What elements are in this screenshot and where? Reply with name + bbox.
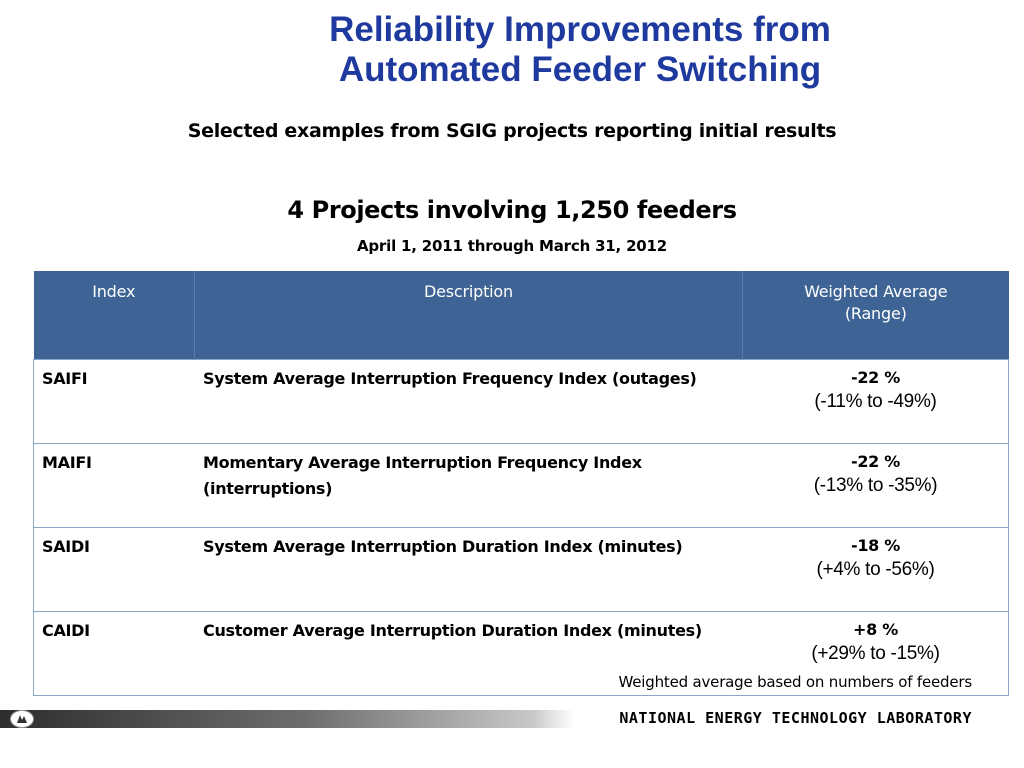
slide-title-line-1: Reliability Improvements from xyxy=(329,10,831,49)
table-header-row: Index Description Weighted Average (Rang… xyxy=(33,271,1009,360)
row-average-value: -22 % xyxy=(850,368,900,387)
slide-title: Reliability Improvements from Automated … xyxy=(200,10,960,90)
table-row: CAIDI Customer Average Interruption Dura… xyxy=(33,611,1009,696)
row-index: SAIDI xyxy=(33,527,195,612)
header-weighted-average-label: Weighted Average xyxy=(804,282,948,301)
row-description: Customer Average Interruption Duration I… xyxy=(194,611,743,696)
footer-bar xyxy=(0,710,1024,728)
table-row: SAIDI System Average Interruption Durati… xyxy=(33,527,1009,612)
row-weighted-average: -22 % (-11% to -49%) xyxy=(742,359,1009,444)
header-description: Description xyxy=(194,271,743,360)
row-range-value: (-11% to -49%) xyxy=(814,391,937,412)
row-average-value: +8 % xyxy=(853,620,898,639)
row-average-value: -22 % xyxy=(850,452,900,471)
row-weighted-average: -18 % (+4% to -56%) xyxy=(742,527,1009,612)
row-description: Momentary Average Interruption Frequency… xyxy=(194,443,743,528)
row-range-value: (+4% to -56%) xyxy=(816,559,935,580)
date-range: April 1, 2011 through March 31, 2012 xyxy=(356,237,668,255)
header-weighted-average: Weighted Average (Range) xyxy=(742,271,1009,360)
row-description: System Average Interruption Frequency In… xyxy=(194,359,743,444)
header-range-label: (Range) xyxy=(844,304,907,323)
row-weighted-average: -22 % (-13% to -35%) xyxy=(742,443,1009,528)
row-range-value: (-13% to -35%) xyxy=(813,475,938,496)
table-row: SAIFI System Average Interruption Freque… xyxy=(33,359,1009,444)
row-average-value: -18 % xyxy=(850,536,900,555)
row-range-value: (+29% to -15%) xyxy=(811,643,940,664)
row-index: MAIFI xyxy=(33,443,195,528)
doe-seal-icon xyxy=(10,710,34,728)
projects-headline: 4 Projects involving 1,250 feeders xyxy=(287,196,737,224)
seal-mark-icon xyxy=(17,715,27,723)
row-index: SAIFI xyxy=(33,359,195,444)
header-index: Index xyxy=(33,271,195,360)
reliability-table: Index Description Weighted Average (Rang… xyxy=(33,271,1009,696)
slide-title-line-2: Automated Feeder Switching xyxy=(338,50,822,89)
row-index: CAIDI xyxy=(33,611,195,696)
table-row: MAIFI Momentary Average Interruption Fre… xyxy=(33,443,1009,528)
row-description: System Average Interruption Duration Ind… xyxy=(194,527,743,612)
row-weighted-average: +8 % (+29% to -15%) xyxy=(742,611,1009,696)
organization-name: NATIONAL ENERGY TECHNOLOGY LABORATORY xyxy=(619,709,972,727)
footnote: Weighted average based on numbers of fee… xyxy=(618,673,973,691)
slide-subtitle: Selected examples from SGIG projects rep… xyxy=(187,120,837,142)
